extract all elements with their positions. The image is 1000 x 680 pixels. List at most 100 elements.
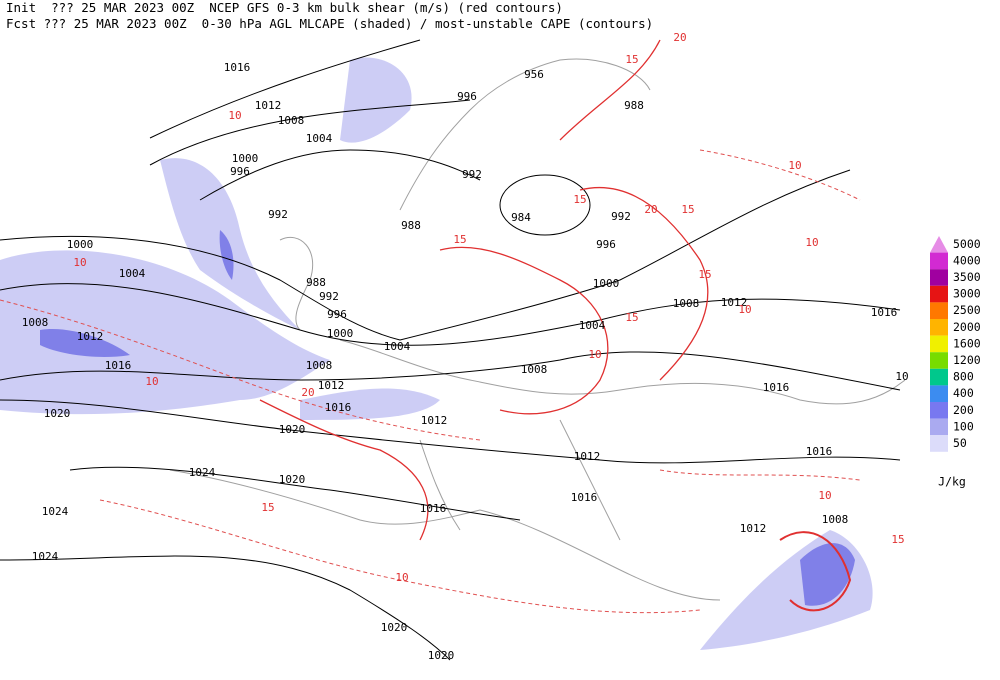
- isobar-label: 988: [624, 99, 644, 112]
- colorbar-swatch: [930, 285, 948, 303]
- isobar-label: 1008: [673, 297, 700, 310]
- isobar-label: 1016: [763, 381, 790, 394]
- isobar-label: 1024: [189, 466, 216, 479]
- shear-label: 15: [698, 268, 711, 281]
- isobar-label: 1012: [574, 450, 601, 463]
- isobar-label: 1000: [593, 277, 620, 290]
- shear-label: 15: [625, 311, 638, 324]
- colorbar-swatch: [930, 335, 948, 353]
- isobar-label: 1016: [420, 502, 447, 515]
- isobar-label: 992: [462, 168, 482, 181]
- isobar-label: 992: [319, 290, 339, 303]
- colorbar-label: 1200: [953, 353, 981, 367]
- colorbar-arrow: [930, 236, 948, 253]
- shear-label: 15: [453, 233, 466, 246]
- colorbar-label: 100: [953, 419, 974, 433]
- header-line: Init ??? 25 MAR 2023 00Z NCEP GFS 0-3 km…: [6, 0, 563, 15]
- colorbar-swatch: [930, 435, 948, 452]
- isobar-label: 984: [511, 211, 531, 224]
- shear-label: 15: [573, 193, 586, 206]
- shear-label: 20: [673, 31, 686, 44]
- shear-label: 10: [73, 256, 86, 269]
- isobar-label: 1020: [381, 621, 408, 634]
- shear-label: 10: [145, 375, 158, 388]
- isobar-label: 10: [895, 370, 908, 383]
- colorbar-label: 200: [953, 403, 974, 417]
- isobar-label: 1004: [306, 132, 333, 145]
- colorbar-unit: J/kg: [938, 475, 966, 489]
- colorbar-swatch: [930, 368, 948, 386]
- shear-label: 15: [261, 501, 274, 514]
- header-line: Fcst ??? 25 MAR 2023 00Z 0-30 hPa AGL ML…: [6, 16, 653, 31]
- colorbar-label: 2500: [953, 303, 981, 317]
- isobar-label: 992: [611, 210, 631, 223]
- shear-label: 10: [818, 489, 831, 502]
- isobar-label: 1016: [571, 491, 598, 504]
- isobar-label: 1000: [67, 238, 94, 251]
- isobar-label: 1020: [279, 423, 306, 436]
- isobar-label: 1004: [119, 267, 146, 280]
- isobar-label: 1016: [806, 445, 833, 458]
- isobar-label: 996: [596, 238, 616, 251]
- isobar-label: 1020: [428, 649, 455, 662]
- isobar-label: 1012: [255, 99, 282, 112]
- isobar-label: 1020: [44, 407, 71, 420]
- shear-label: 10: [805, 236, 818, 249]
- isobar-label: 1020: [279, 473, 306, 486]
- isobar-label: 1012: [318, 379, 345, 392]
- isobar-label: 996: [230, 165, 250, 178]
- shear-label: 10: [228, 109, 241, 122]
- shear-contours: [259, 39, 852, 612]
- isobar-label: 1004: [579, 319, 606, 332]
- isobar-label: 1024: [42, 505, 69, 518]
- colorbar-label: 3000: [953, 287, 981, 301]
- isobar-label: 992: [268, 208, 288, 221]
- colorbar-swatch: [930, 385, 948, 402]
- isobar-label: 1008: [278, 114, 305, 127]
- colorbar-swatch: [930, 302, 948, 319]
- colorbar-label: 2000: [953, 320, 981, 334]
- isobar-label: 1024: [32, 550, 59, 563]
- colorbar-swatch: [930, 252, 948, 270]
- shear-contours-dashed: [0, 149, 861, 614]
- isobar-label: 1012: [421, 414, 448, 427]
- colorbar-label: 400: [953, 386, 974, 400]
- shear-label: 10: [395, 571, 408, 584]
- isobar-label: 1012: [721, 296, 748, 309]
- colorbar-swatch: [930, 269, 948, 286]
- shear-label: 20: [644, 203, 657, 216]
- colorbar-swatch: [930, 352, 948, 369]
- colorbar-label: 3500: [953, 270, 981, 284]
- isobar-label: 1016: [105, 359, 132, 372]
- isobar-label: 1016: [325, 401, 352, 414]
- contour-labels: 1016101210081004100099699298899299695698…: [22, 31, 909, 662]
- isobar-label: 988: [306, 276, 326, 289]
- isobars: [0, 39, 901, 661]
- colorbar-label: 1600: [953, 336, 981, 350]
- colorbar-swatch: [930, 319, 948, 336]
- shear-label: 15: [625, 53, 638, 66]
- shear-label: 10: [738, 303, 751, 316]
- colorbar-label: 4000: [953, 253, 981, 267]
- isobar-label: 1008: [521, 363, 548, 376]
- cape-shading: [0, 57, 873, 650]
- isobar-label: 1000: [327, 327, 354, 340]
- isobar-label: 1000: [232, 152, 259, 165]
- isobar-label: 996: [457, 90, 477, 103]
- isobar-label: 1012: [740, 522, 767, 535]
- colorbar: 5000 4000 3500 3000 2500 2000 1600 1200 800 400 20…: [930, 236, 981, 452]
- colorbar-label: 50: [953, 436, 967, 450]
- isobar-label: 1008: [306, 359, 333, 372]
- shear-label: 15: [681, 203, 694, 216]
- isobar-label: 996: [327, 308, 347, 321]
- isobar-label: 1008: [822, 513, 849, 526]
- shear-label: 15: [891, 533, 904, 546]
- isobar-label: 988: [401, 219, 421, 232]
- isobar-label: 1012: [77, 330, 104, 343]
- coastlines: [169, 58, 906, 601]
- colorbar-label: 5000: [953, 237, 981, 251]
- shear-label: 10: [588, 348, 601, 361]
- shear-label: 20: [301, 386, 314, 399]
